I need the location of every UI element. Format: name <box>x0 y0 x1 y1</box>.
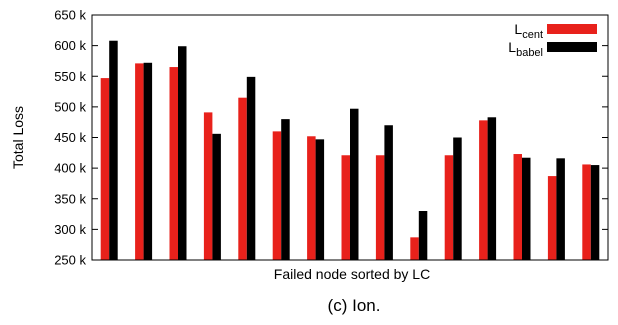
bar-babel-15 <box>590 165 600 260</box>
y-tick-label: 250 k <box>54 253 86 268</box>
y-tick-label: 500 k <box>54 99 86 114</box>
bar-cent-13 <box>513 154 522 260</box>
bar-cent-9 <box>375 155 385 260</box>
bar-babel-13 <box>522 157 531 260</box>
y-tick-label: 650 k <box>54 8 86 23</box>
bar-babel-4 <box>212 133 221 260</box>
bar-babel-8 <box>350 108 359 261</box>
legend-swatch-cent <box>547 24 597 34</box>
bar-cent-11 <box>444 155 454 260</box>
bar-babel-7 <box>315 139 325 260</box>
bar-babel-14 <box>556 158 565 260</box>
bar-babel-11 <box>453 137 462 260</box>
bars-group <box>100 40 600 261</box>
bar-babel-12 <box>487 117 497 260</box>
figure-caption: (c) Ion. <box>328 296 381 315</box>
bar-babel-6 <box>281 119 290 260</box>
bar-babel-5 <box>246 76 256 260</box>
bar-cent-10 <box>410 237 419 260</box>
y-tick-label: 300 k <box>54 222 86 237</box>
y-axis-label: Total Loss <box>10 106 26 169</box>
bar-babel-10 <box>418 211 428 260</box>
y-tick-label: 350 k <box>54 191 86 206</box>
y-tick-label: 550 k <box>54 69 86 84</box>
y-tick-label: 600 k <box>54 38 86 53</box>
bar-cent-12 <box>479 120 488 260</box>
bar-cent-3 <box>169 67 178 260</box>
bar-cent-1 <box>100 78 110 261</box>
bar-cent-15 <box>582 164 591 260</box>
bar-babel-1 <box>109 40 118 260</box>
y-axis: 250 k 300 k 350 k 400 k 450 k 500 k 550 k 600 k… <box>54 8 608 268</box>
legend-label-babel: Lbabel <box>508 39 543 59</box>
y-tick-label: 450 k <box>54 130 86 145</box>
legend-swatch-babel <box>547 42 597 52</box>
x-axis-label: Failed node sorted by LC <box>274 266 430 282</box>
bar-cent-2 <box>135 63 144 261</box>
bar-cent-14 <box>547 176 557 260</box>
bar-cent-6 <box>272 131 282 260</box>
bar-cent-5 <box>238 97 247 260</box>
bar-babel-9 <box>384 125 393 260</box>
bar-cent-7 <box>307 136 316 260</box>
bar-babel-3 <box>178 46 187 260</box>
legend-label-cent: Lcent <box>514 21 543 41</box>
bar-babel-2 <box>143 62 153 261</box>
bar-cent-4 <box>203 112 213 260</box>
bar-cent-8 <box>341 155 350 260</box>
y-tick-label: 400 k <box>54 161 86 176</box>
